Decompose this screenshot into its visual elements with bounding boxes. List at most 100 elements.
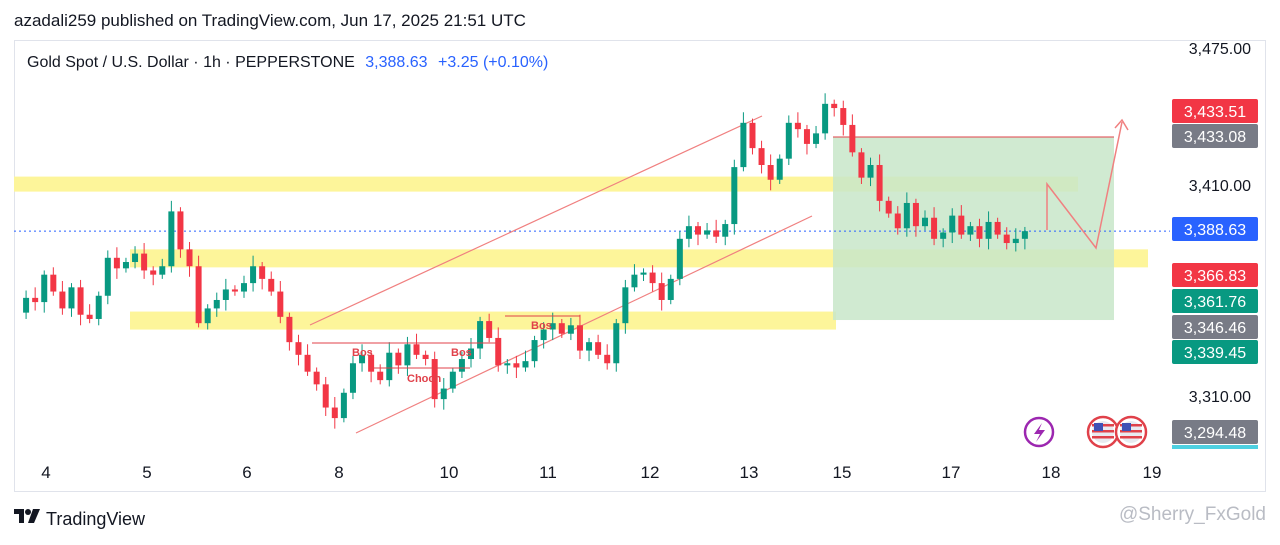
candle [885,200,892,214]
brand-name: TradingView [46,508,146,529]
candle [449,371,456,389]
candle [495,337,502,366]
candle [967,226,974,235]
lightning-icon[interactable] [1023,416,1055,448]
structure-label: Choch [407,373,442,385]
candle [522,361,529,368]
candle [776,158,783,180]
candle [331,407,338,419]
candle [1021,231,1028,239]
price-change: +3.25 (+0.10%) [438,54,549,71]
candle [985,221,992,239]
candle [68,287,75,309]
structure-label: Bos [451,347,472,359]
candle [840,108,847,125]
candle [976,226,983,239]
candle [95,295,102,319]
price-tag-label: 3,294.48 [1184,425,1246,442]
symbol-legend[interactable]: Gold Spot / U.S. Dollar · 1h · PEPPERSTO… [27,54,548,72]
candle [613,323,620,364]
price-tick-label: 3,310.00 [1189,389,1251,406]
candle [23,297,30,313]
candle [649,272,656,284]
candle [32,297,39,303]
candle [349,363,356,393]
tradingview-logo[interactable]: TradingView [14,508,145,530]
candle [994,221,1001,235]
candle [576,325,583,351]
price-tag [1172,340,1258,364]
price-tag-label: 3,346.46 [1184,320,1246,337]
candle [531,340,538,362]
time-axis: 4 5 6 8 10 11 12 13 15 17 18 19 [41,463,1161,482]
candle [486,321,493,338]
chart-frame [14,40,1266,492]
candle [141,253,148,271]
publisher-byline: azadali259 published on TradingView.com,… [14,11,526,30]
candle [204,308,211,324]
candle [922,217,928,227]
candle [695,226,701,235]
candle [894,213,901,229]
candle [858,152,865,178]
price-tag [1172,315,1258,339]
author-watermark: @Sherry_FxGold [1118,504,1266,525]
candle [295,342,302,355]
projection-path [1046,121,1123,250]
candle [767,165,774,180]
candle [477,321,484,349]
candle [59,291,66,309]
price-tag [1172,420,1258,444]
candle [831,103,838,109]
candle [277,291,284,317]
candle [195,266,202,324]
us-flag-icon[interactable] [1086,415,1120,449]
candle [794,122,801,130]
structure-label: Bos [531,320,552,332]
candle [41,274,48,303]
candle [731,167,738,225]
candle [567,325,574,334]
candle [368,354,375,372]
candle [458,359,465,372]
candle [113,257,120,269]
candle [722,224,729,237]
price-tick-label: 3,475.00 [1189,41,1251,58]
candle [304,354,311,372]
price-tag-label: 3,433.51 [1184,104,1246,121]
candle [622,287,629,324]
candle [440,388,447,400]
candle [468,348,474,360]
candle [912,202,919,227]
time-tick-label: 6 [242,463,251,482]
candle [1003,234,1010,244]
candle [268,278,275,292]
support-zone [130,311,836,330]
candle [558,323,565,334]
candle [740,122,747,168]
candle [231,289,238,292]
candle [177,211,184,250]
candle [213,299,220,309]
price-tick-label: 3,410.00 [1189,178,1251,195]
candle [313,371,320,385]
projection-arrow-head [1114,118,1129,131]
candle [77,287,84,315]
candle [540,329,547,341]
candle [676,238,683,279]
us-flag-icon[interactable] [1114,415,1148,449]
price-tag [1172,99,1258,123]
candle [849,124,856,153]
time-tick-label: 12 [641,463,660,482]
candle [658,283,665,300]
candle [876,165,883,201]
tradingview-logo-icon [14,508,40,530]
time-tick-label: 5 [142,463,151,482]
time-tick-label: 13 [740,463,759,482]
candle [422,354,429,360]
annotations-layer: Bos Bos Choch Bos [312,315,580,385]
structure-label: Bos [352,347,373,359]
candle [86,314,93,319]
time-tick-label: 18 [1042,463,1061,482]
